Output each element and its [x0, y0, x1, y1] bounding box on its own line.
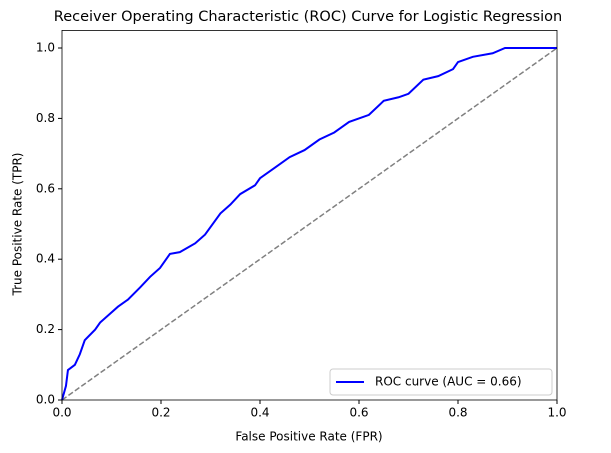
- y-tick-label: 0.6: [36, 181, 55, 195]
- y-tick-label: 0.4: [36, 252, 55, 266]
- y-tick-label: 1.0: [36, 41, 55, 55]
- x-tick-label: 1.0: [547, 406, 566, 420]
- roc-line: [61, 47, 557, 401]
- axes-frame: [61, 29, 558, 401]
- chart-title: Receiver Operating Characteristic (ROC) …: [54, 9, 562, 25]
- x-axis-title: False Positive Rate (FPR): [235, 430, 382, 444]
- legend-box: [329, 368, 553, 396]
- reference-line: [61, 47, 558, 401]
- y-tick-label: 0.2: [36, 322, 55, 336]
- y-tick-label: 0.0: [36, 393, 55, 407]
- y-tick-label: 0.8: [36, 111, 55, 125]
- x-tick-label: 0.2: [151, 406, 170, 420]
- x-tick-label: 0.0: [52, 406, 71, 420]
- x-tick-label: 0.8: [448, 406, 467, 420]
- legend-label: ROC curve (AUC = 0.66): [375, 375, 522, 389]
- y-axis-title: True Positive Rate (TPR): [11, 153, 25, 297]
- x-tick-label: 0.4: [250, 406, 269, 420]
- x-tick-label: 0.6: [349, 406, 368, 420]
